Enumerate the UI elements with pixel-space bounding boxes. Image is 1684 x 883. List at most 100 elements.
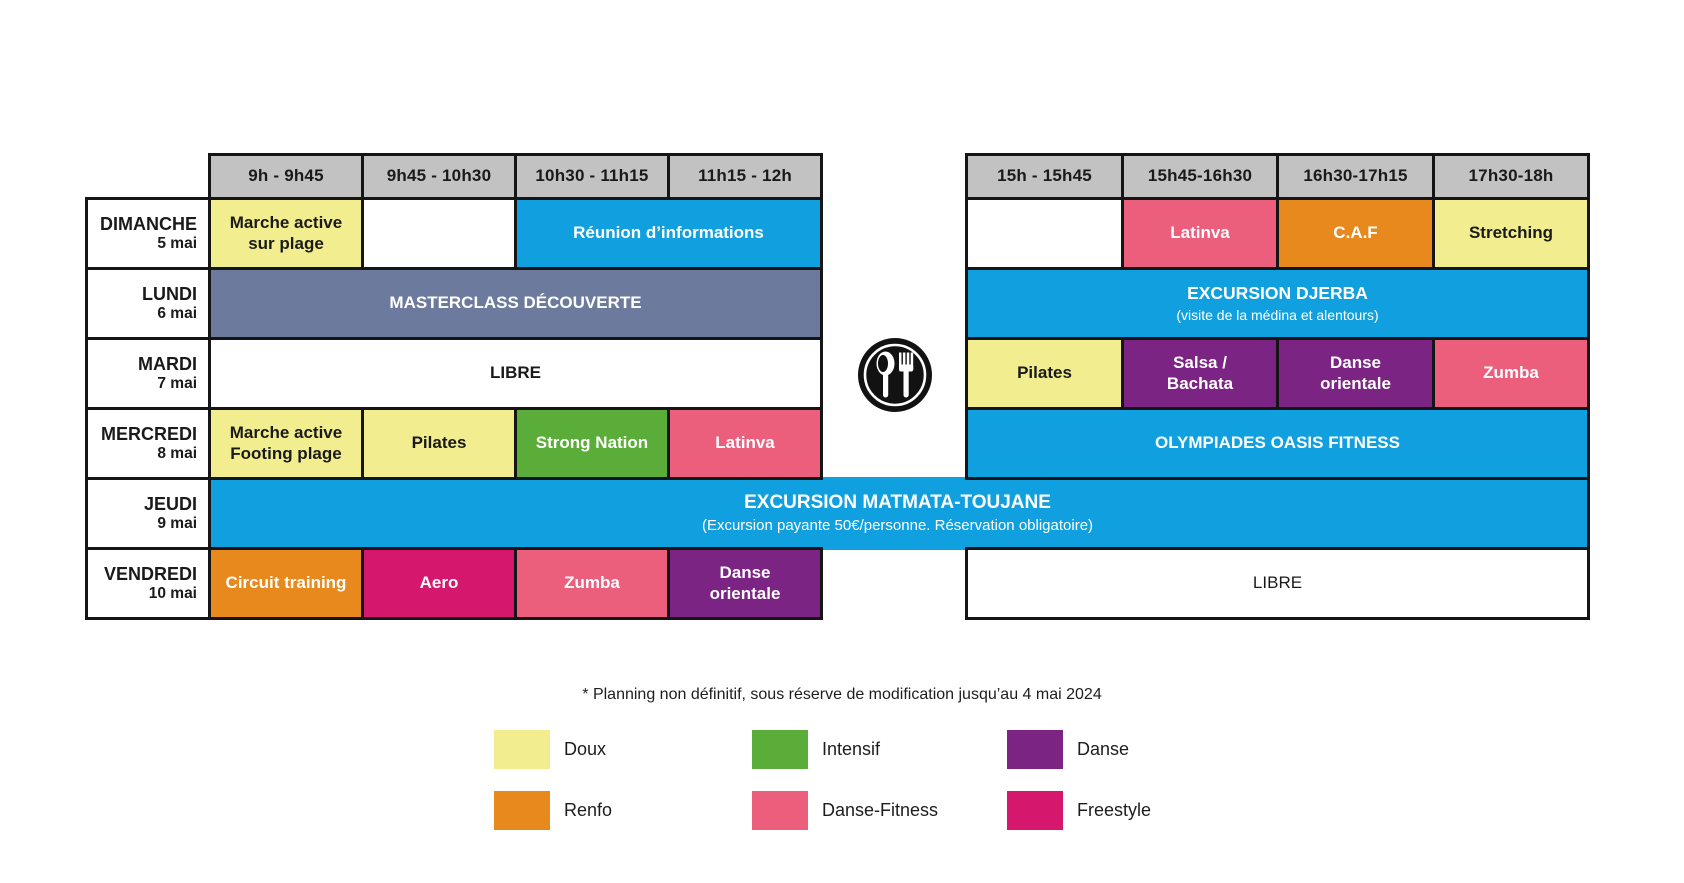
cell-text: Danse	[1329, 353, 1382, 373]
afternoon-time-header: 17h30-18h	[1432, 153, 1590, 200]
cell-text: LIBRE	[1252, 573, 1303, 593]
morning-activity-cell: Strong Nation	[514, 407, 670, 480]
cell-text: Marche active	[229, 423, 343, 443]
excursion-banner-bridge	[823, 477, 965, 550]
cell-text: C.A.F	[1333, 223, 1378, 243]
cell-text: 17h30-18h	[1468, 166, 1554, 186]
afternoon-time-header: 15h45-16h30	[1121, 153, 1279, 200]
morning-activity-cell: MASTERCLASS DÉCOUVERTE	[208, 267, 823, 340]
day-date: 6 mai	[157, 304, 197, 322]
afternoon-activity-cell: Stretching	[1432, 197, 1590, 270]
morning-activity-cell: Latinva	[667, 407, 823, 480]
cell-text: Stretching	[1468, 223, 1554, 243]
day-label-dimanche: DIMANCHE 5 mai	[85, 197, 211, 270]
morning-activity-cell: Marche active Footing plage	[208, 407, 364, 480]
day-label-mardi: MARDI 7 mai	[85, 337, 211, 410]
cell-text: Strong Nation	[535, 433, 649, 453]
cell-text: Latinva	[1170, 223, 1230, 243]
morning-activity-cell: Circuit training	[208, 547, 364, 620]
cell-text: 10h30 - 11h15	[535, 166, 649, 186]
morning-activity-cell: Danse orientale	[667, 547, 823, 620]
cell-text: 9h45 - 10h30	[386, 166, 492, 186]
morning-activity-cell: LIBRE	[208, 337, 823, 410]
cell-text: Bachata	[1166, 373, 1234, 393]
legend-label: Doux	[564, 739, 607, 759]
morning-activity-cell: Zumba	[514, 547, 670, 620]
cell-text: Pilates	[411, 433, 467, 453]
cell-text: 16h30-17h15	[1303, 166, 1408, 186]
morning-time-header: 9h45 - 10h30	[361, 153, 517, 200]
day-name: VENDREDI	[103, 563, 197, 584]
cell-text: Latinva	[715, 433, 775, 453]
day-label-mercredi: MERCREDI 8 mai	[85, 407, 211, 480]
legend-label: Danse-Fitness	[822, 800, 939, 820]
cell-text: Footing plage	[230, 443, 342, 463]
day-name: LUNDI	[142, 283, 197, 304]
day-label-vendredi: VENDREDI 10 mai	[85, 547, 211, 620]
afternoon-activity-cell	[965, 477, 1590, 550]
day-name: DIMANCHE	[100, 213, 197, 234]
day-date: 9 mai	[157, 514, 197, 532]
legend-swatch-danse_fitness	[752, 791, 808, 830]
afternoon-time-header: 15h - 15h45	[965, 153, 1124, 200]
afternoon-activity-cell: Zumba	[1432, 337, 1590, 410]
day-name: MERCREDI	[100, 423, 197, 444]
legend-swatch-renfo	[494, 791, 550, 830]
morning-time-header: 9h - 9h45	[208, 153, 364, 200]
legend-swatch-doux	[494, 730, 550, 769]
cell-text: Réunion d’informations	[573, 223, 764, 243]
morning-time-header: 11h15 - 12h	[667, 153, 823, 200]
cell-text: orientale	[709, 583, 781, 603]
excursion-banner-subtitle: (Excursion payante 50€/personne. Réserva…	[701, 517, 1094, 535]
cell-text: orientale	[1320, 373, 1391, 393]
cell-text: sur plage	[248, 233, 324, 253]
morning-activity-cell	[361, 197, 517, 270]
cell-text: 11h15 - 12h	[698, 166, 792, 186]
morning-activity-cell: Réunion d’informations	[514, 197, 823, 270]
day-name: JEUDI	[143, 493, 197, 514]
legend-label: Intensif	[822, 739, 881, 759]
footnote: * Planning non définitif, sous réserve d…	[582, 686, 1102, 703]
afternoon-activity-cell	[965, 197, 1124, 270]
day-label-lundi: LUNDI 6 mai	[85, 267, 211, 340]
day-name: MARDI	[138, 353, 197, 374]
cell-text: Circuit training	[225, 573, 347, 593]
cell-text: MASTERCLASS DÉCOUVERTE	[389, 293, 642, 313]
afternoon-activity-cell: Latinva	[1121, 197, 1279, 270]
cell-text: Zumba	[564, 573, 620, 593]
cutlery-icon	[857, 337, 933, 413]
cell-text: Danse	[719, 563, 771, 583]
legend-label: Danse	[1077, 739, 1130, 759]
cell-text: Pilates	[1017, 363, 1072, 383]
cell-text: Aero	[419, 573, 459, 593]
cell-text: 15h - 15h45	[997, 166, 1092, 186]
day-date: 7 mai	[157, 374, 197, 392]
cell-text: 9h - 9h45	[248, 166, 324, 186]
legend-label: Freestyle	[1077, 800, 1152, 820]
legend-swatch-intensif	[752, 730, 808, 769]
cell-text: Marche active	[229, 213, 343, 233]
afternoon-time-header: 16h30-17h15	[1276, 153, 1435, 200]
excursion-matmata-banner: EXCURSION MATMATA-TOUJANE (Excursion pay…	[208, 477, 1587, 550]
morning-activity-cell: Aero	[361, 547, 517, 620]
afternoon-activity-cell: EXCURSION DJERBA (visite de la médina et …	[965, 267, 1590, 340]
afternoon-activity-cell: Danse orientale	[1276, 337, 1435, 410]
afternoon-activity-cell: C.A.F	[1276, 197, 1435, 270]
afternoon-activity-cell: LIBRE	[965, 547, 1590, 620]
afternoon-activity-cell: Salsa / Bachata	[1121, 337, 1279, 410]
day-date: 5 mai	[157, 234, 197, 252]
cell-text: Salsa /	[1173, 353, 1227, 373]
day-date: 8 mai	[157, 444, 197, 462]
morning-activity-cell: Marche active sur plage	[208, 197, 364, 270]
legend-label: Renfo	[564, 800, 613, 820]
day-label-jeudi: JEUDI 9 mai	[85, 477, 211, 550]
day-date: 10 mai	[148, 584, 197, 602]
afternoon-activity-cell: Pilates	[965, 337, 1124, 410]
cell-text: LIBRE	[490, 363, 541, 383]
legend-swatch-freestyle	[1007, 791, 1063, 830]
cell-text: 15h45-16h30	[1147, 166, 1253, 186]
cell-text: EXCURSION DJERBA	[1187, 283, 1368, 304]
morning-activity-cell: Pilates	[361, 407, 517, 480]
cell-text: OLYMPIADES OASIS FITNESS	[1155, 433, 1400, 453]
